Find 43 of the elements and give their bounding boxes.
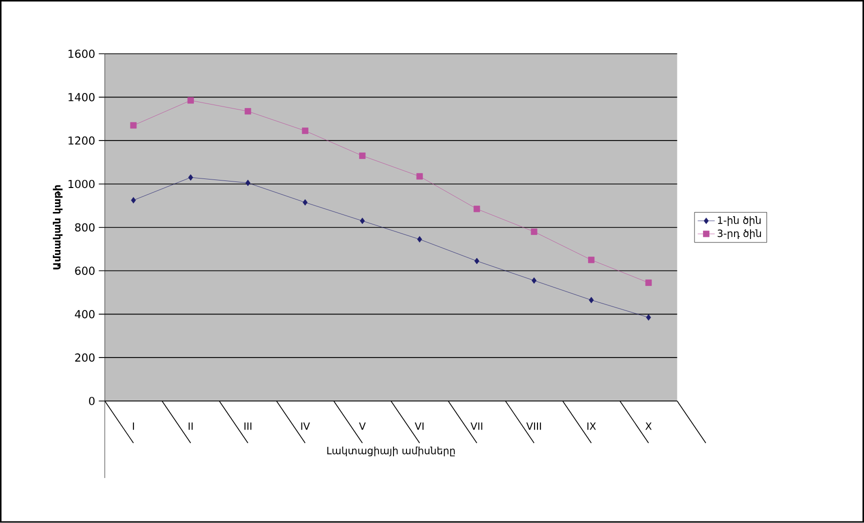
- point: [130, 197, 136, 204]
- y-tick-label: 200: [75, 354, 95, 362]
- x-tick-label: V: [359, 422, 366, 430]
- point: [588, 256, 595, 264]
- point: [474, 206, 480, 212]
- x-tick-label: IX: [587, 422, 596, 430]
- legend-label: 3-րդ ծին: [718, 229, 761, 240]
- x-tick-label: X: [645, 422, 652, 430]
- x-tick-label: VII: [470, 422, 482, 430]
- point: [532, 277, 537, 284]
- y-tick-label: 1600: [68, 50, 95, 58]
- point: [302, 128, 308, 134]
- point: [588, 296, 594, 304]
- y-tick-label: 600: [75, 266, 95, 276]
- x-axis-title: Լակտացիայի ամիսները: [327, 446, 455, 456]
- point: [245, 180, 250, 186]
- point: [244, 108, 252, 115]
- point: [188, 174, 194, 181]
- x-tick-label: I: [132, 422, 134, 430]
- x-tick-label: II: [188, 422, 193, 430]
- y-tick-label: 1000: [68, 180, 95, 188]
- point: [474, 258, 480, 264]
- y-tick-label: 800: [75, 223, 95, 232]
- point: [187, 97, 194, 104]
- y-axis-title: Ամսական կաթի: [52, 185, 63, 270]
- x-tick-label: III: [244, 422, 252, 430]
- x-tick-label: IV: [301, 422, 310, 430]
- point: [360, 218, 365, 224]
- point: [130, 122, 137, 129]
- point: [416, 173, 423, 180]
- point: [645, 280, 652, 286]
- y-tick-label: 400: [74, 310, 95, 318]
- y-tick-label: 0: [89, 396, 95, 406]
- point: [359, 152, 366, 160]
- y-tick-label: 1400: [68, 93, 95, 102]
- x-tick-label: VIII: [526, 422, 541, 430]
- x-tick-label: VI: [414, 422, 424, 430]
- point: [646, 314, 651, 321]
- point: [302, 199, 308, 206]
- point: [530, 228, 538, 236]
- point: [417, 236, 422, 243]
- y-tick-label: 1200: [68, 136, 95, 145]
- legend-label: 1-ին ծին: [718, 216, 761, 226]
